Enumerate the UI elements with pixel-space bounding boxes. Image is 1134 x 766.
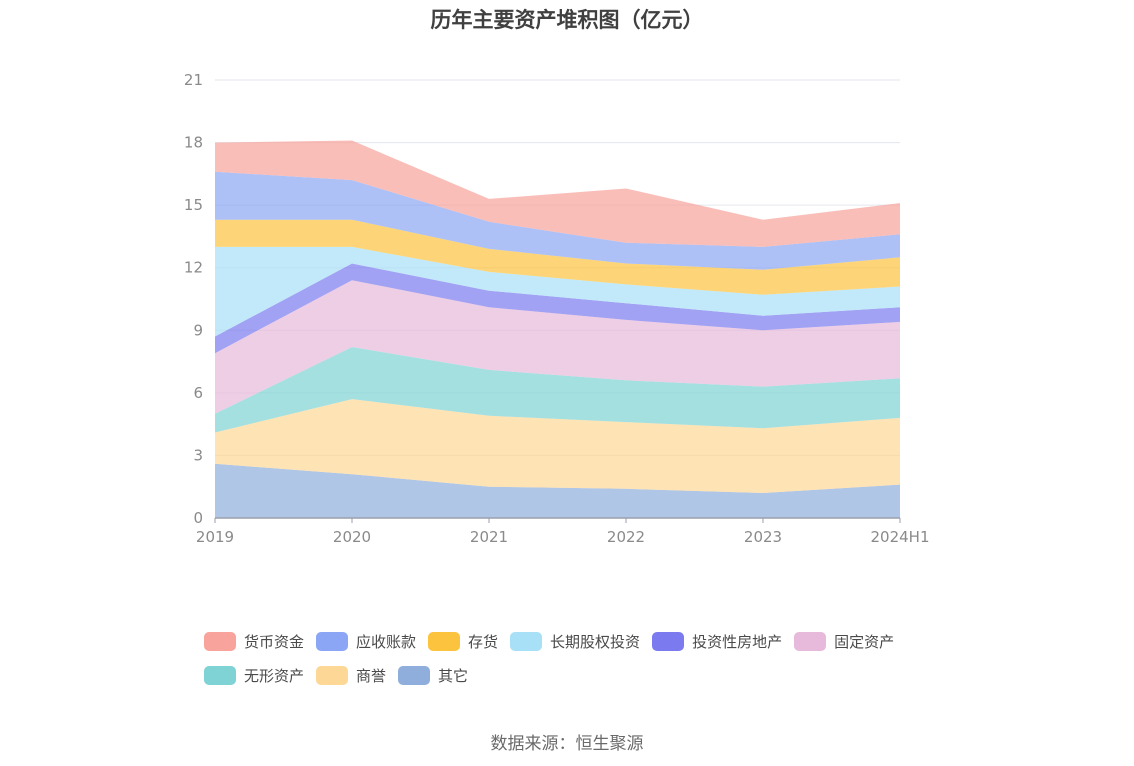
legend-swatch bbox=[510, 631, 543, 651]
legend-label: 无形资产 bbox=[244, 666, 305, 685]
legend-item-投资性房地产[interactable]: 投资性房地产 bbox=[652, 630, 782, 652]
legend-item-应收账款[interactable]: 应收账款 bbox=[316, 630, 416, 652]
y-tick-label: 9 bbox=[193, 321, 203, 339]
legend-item-长期股权投资[interactable]: 长期股权投资 bbox=[510, 630, 640, 652]
area-series-layer bbox=[215, 140, 900, 518]
area-series-货币资金 bbox=[215, 140, 900, 247]
legend-label: 固定资产 bbox=[834, 632, 895, 651]
area-series-商誉 bbox=[215, 399, 900, 493]
legend-item-货币资金[interactable]: 货币资金 bbox=[204, 630, 304, 652]
area-series-应收账款 bbox=[215, 171, 900, 270]
legend-item-无形资产[interactable]: 无形资产 bbox=[204, 664, 304, 686]
x-tick-label: 2019 bbox=[196, 528, 234, 546]
legend-swatch bbox=[652, 631, 685, 651]
x-tick-label: 2024H1 bbox=[871, 528, 930, 546]
data-source-note: 数据来源：恒生聚源 bbox=[490, 734, 644, 754]
area-series-长期股权投资 bbox=[215, 246, 900, 337]
legend-item-商誉[interactable]: 商誉 bbox=[316, 664, 386, 686]
y-tick-label: 6 bbox=[193, 384, 203, 402]
y-tick-label: 0 bbox=[193, 509, 203, 527]
legend-swatch bbox=[204, 665, 236, 685]
legend-label: 长期股权投资 bbox=[550, 632, 641, 651]
legend-swatch bbox=[428, 631, 461, 651]
legend-swatch bbox=[204, 631, 236, 651]
legend-swatch bbox=[316, 631, 349, 651]
legend-label: 存货 bbox=[468, 632, 499, 651]
y-tick-label: 12 bbox=[184, 259, 203, 277]
x-tick-label: 2022 bbox=[607, 528, 645, 546]
x-tick-label: 2021 bbox=[470, 528, 508, 546]
legend-swatch bbox=[398, 665, 431, 685]
area-series-其它 bbox=[215, 463, 900, 518]
y-tick-label: 21 bbox=[184, 71, 203, 89]
legend-label: 商誉 bbox=[356, 666, 387, 685]
y-tick-label: 18 bbox=[184, 134, 203, 152]
legend-item-固定资产[interactable]: 固定资产 bbox=[794, 630, 894, 652]
legend-label: 投资性房地产 bbox=[692, 632, 783, 651]
area-series-固定资产 bbox=[215, 280, 900, 414]
area-series-投资性房地产 bbox=[215, 263, 900, 354]
x-tick-label: 2023 bbox=[744, 528, 782, 546]
x-tick-label: 2020 bbox=[333, 528, 371, 546]
legend-label: 其它 bbox=[438, 666, 469, 685]
stacked-area-chart: 0 3 6 9 12 15 18 21 2019 2020 2021 2022 2023 2024H1 bbox=[184, 71, 930, 546]
legend-item-其它[interactable]: 其它 bbox=[398, 664, 468, 686]
legend-swatch bbox=[794, 631, 827, 651]
legend: 货币资金 应收账款 存货 长期股权投资 投资性房地产 固定资产无形资产 商誉 其它 bbox=[204, 630, 964, 698]
chart-title: 历年主要资产堆积图（亿元） bbox=[430, 8, 704, 32]
legend-item-存货[interactable]: 存货 bbox=[428, 630, 498, 652]
area-series-存货 bbox=[215, 219, 900, 295]
legend-label: 应收账款 bbox=[356, 632, 417, 651]
y-tick-label: 15 bbox=[184, 196, 203, 214]
y-tick-label: 3 bbox=[193, 446, 203, 464]
area-series-无形资产 bbox=[215, 347, 900, 433]
legend-label: 货币资金 bbox=[244, 632, 305, 651]
legend-swatch bbox=[316, 665, 349, 685]
axes: 0 3 6 9 12 15 18 21 2019 2020 2021 2022 2023 2024H1 bbox=[184, 71, 930, 546]
